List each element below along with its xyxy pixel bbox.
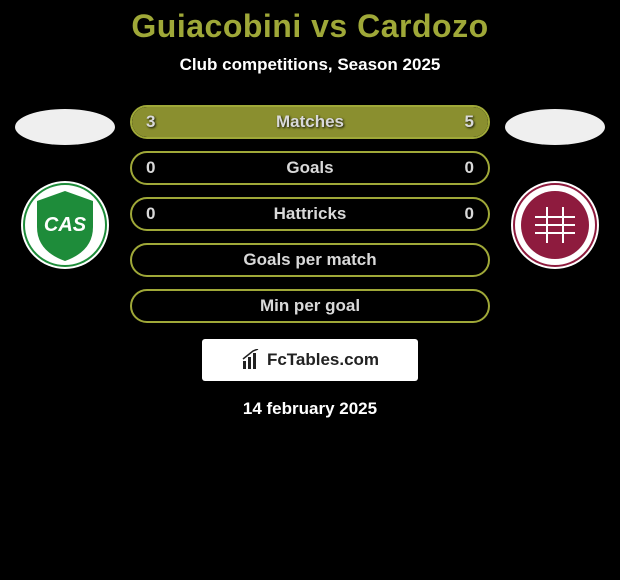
stat-row: Goals per match bbox=[130, 243, 490, 277]
shield-icon bbox=[513, 183, 597, 267]
stat-row: 0 Hattricks 0 bbox=[130, 197, 490, 231]
main-row: CAS 3 Matches 5 0 Goals 0 0 Hattricks 0 Goals per… bbox=[0, 105, 620, 323]
team-crest-right bbox=[511, 181, 599, 269]
stat-row: 3 Matches 5 bbox=[130, 105, 490, 139]
stats-column: 3 Matches 5 0 Goals 0 0 Hattricks 0 Goals per mat… bbox=[130, 105, 490, 323]
stat-value-left: 3 bbox=[146, 112, 155, 132]
stat-value-right: 0 bbox=[465, 158, 474, 178]
comparison-card: Guiacobini vs Cardozo Club competitions,… bbox=[0, 0, 620, 419]
brand-text: FcTables.com bbox=[267, 350, 379, 370]
page-title: Guiacobini vs Cardozo bbox=[0, 8, 620, 45]
player-avatar-right bbox=[505, 109, 605, 145]
stat-label: Matches bbox=[276, 112, 344, 132]
stat-value-right: 5 bbox=[465, 112, 474, 132]
stat-label: Goals bbox=[286, 158, 333, 178]
date-label: 14 february 2025 bbox=[0, 399, 620, 419]
brand-footer[interactable]: FcTables.com bbox=[202, 339, 418, 381]
stat-label: Min per goal bbox=[260, 296, 360, 316]
stat-value-left: 0 bbox=[146, 158, 155, 178]
stat-label: Goals per match bbox=[243, 250, 376, 270]
stat-label: Hattricks bbox=[274, 204, 347, 224]
team-crest-left: CAS bbox=[21, 181, 109, 269]
player-avatar-left bbox=[15, 109, 115, 145]
left-column: CAS bbox=[10, 105, 120, 269]
shield-icon: CAS bbox=[23, 183, 107, 267]
bar-chart-icon bbox=[241, 349, 263, 371]
stat-row: Min per goal bbox=[130, 289, 490, 323]
svg-text:CAS: CAS bbox=[44, 214, 87, 236]
stat-row: 0 Goals 0 bbox=[130, 151, 490, 185]
right-column bbox=[500, 105, 610, 269]
page-subtitle: Club competitions, Season 2025 bbox=[0, 55, 620, 75]
stat-value-right: 0 bbox=[465, 204, 474, 224]
stat-value-left: 0 bbox=[146, 204, 155, 224]
